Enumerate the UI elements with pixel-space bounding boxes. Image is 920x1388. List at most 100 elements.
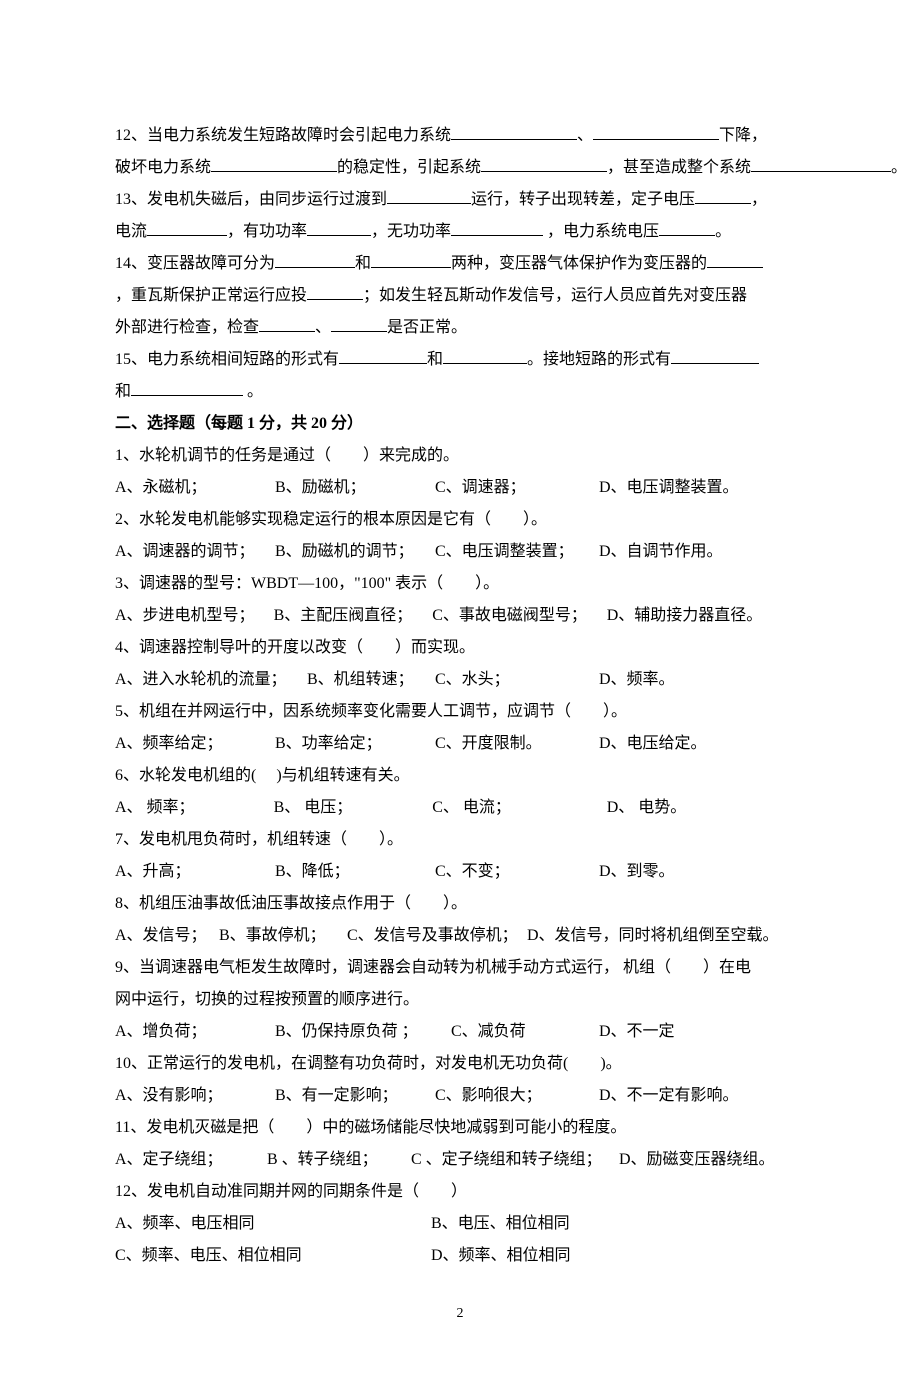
mcq-option: B、仍保持原负荷 ； (275, 1016, 451, 1048)
mcq-option: B、励磁机的调节； (275, 536, 435, 568)
q13-l2-blank2 (307, 218, 371, 236)
q15-part1: 15、电力系统相间短路的形式有 (115, 351, 339, 368)
mcq-option: A、调速器的调节； (115, 536, 275, 568)
mcq-option: C、频率、电压、相位相同 (115, 1240, 431, 1272)
q13-l2-part2: ，有功功率 (227, 223, 307, 240)
q14-l3-part3: 是否正常。 (387, 319, 467, 336)
q12-line1: 12、当电力系统发生短路故障时会引起电力系统、下降， (115, 120, 805, 152)
q14-l2-blank1 (307, 282, 363, 300)
q14-line2: ，重瓦斯保护正常运行应投 ；如发生轻瓦斯动作发信号，运行人员应首先对变压器 (115, 280, 805, 312)
q12-line2: 破坏电力系统的稳定性，引起系统，甚至造成整个系统。 (115, 152, 805, 184)
mcq-option: C、减负荷 (451, 1016, 599, 1048)
mcq-option: C、 电流； (432, 792, 606, 824)
mcq-option-row: A、频率、电压相同B、电压、相位相同 (115, 1208, 805, 1240)
mcq-option: D、电压给定。 (599, 728, 799, 760)
mcq-option-row: A、定子绕组；B 、转子绕组；C 、定子绕组和转子绕组；D、励磁变压器绕组。 (115, 1144, 805, 1176)
page-number: 2 (115, 1300, 805, 1328)
mcq-option: D、辅助接力器直径。 (607, 600, 805, 632)
mcq-option: C、影响很大； (435, 1080, 599, 1112)
mcq-option-row: A、永磁机；B、励磁机；C、调速器；D、电压调整装置。 (115, 472, 805, 504)
mcq-option: B、有一定影响； (275, 1080, 435, 1112)
q13-l2-blank4 (659, 218, 715, 236)
mcq-option: C、调速器； (435, 472, 599, 504)
mcq-option: B、励磁机； (275, 472, 435, 504)
mcq-option: B、主配压阀直径； (274, 600, 433, 632)
mcq-option: D、频率、相位相同 (431, 1240, 731, 1272)
mcq-option: A、增负荷； (115, 1016, 275, 1048)
q13-l2-blank1 (147, 218, 227, 236)
q12-l2-part3: ，甚至造成整个系统 (607, 159, 751, 176)
mcq-option: D、电压调整装置。 (599, 472, 799, 504)
mcq-option: A、进入水轮机的流量； (115, 664, 307, 696)
q13-part1: 13、发电机失磁后，由同步运行过渡到 (115, 191, 387, 208)
q14-line3: 外部进行检查，检查 、 是否正常。 (115, 312, 805, 344)
q12-l2-part4: 。 (891, 159, 907, 176)
q12-l2-blank2 (481, 154, 607, 172)
q12-part1: 12、当电力系统发生短路故障时会引起电力系统 (115, 127, 451, 144)
mcq-stem: 9、当调速器电气柜发生故障时，调速器会自动转为机械手动方式运行， 机组（ ）在电 (115, 952, 805, 984)
mcq-option: B 、转子绕组； (267, 1144, 411, 1176)
q14-l3-part2: 、 (315, 319, 331, 336)
q13-part2: 运行，转子出现转差，定子电压 (471, 191, 695, 208)
q14-blank2 (371, 250, 451, 268)
mcq-option-row: A、升高；B、降低；C、不变；D、到零。 (115, 856, 805, 888)
q15-line2: 和 。 (115, 376, 805, 408)
mcq-option: C、事故电磁阀型号； (432, 600, 606, 632)
mcq-option: B、 电压； (274, 792, 433, 824)
q12-part2: 、 (577, 127, 593, 144)
section-title-mcq: 二、选择题（每题 1 分，共 20 分） (115, 408, 805, 440)
q13-l2-part3: ，无功功率 (371, 223, 451, 240)
mcq-stem: 6、水轮发电机组的( )与机组转速有关。 (115, 760, 805, 792)
mcq-stem: 4、调速器控制导叶的开度以改变（ ）而实现。 (115, 632, 805, 664)
q13-part3: ， (751, 191, 767, 208)
mcq-stem: 12、发电机自动准同期并网的同期条件是（ ） (115, 1176, 805, 1208)
mcq-stem: 7、发电机甩负荷时，机组转速（ ）。 (115, 824, 805, 856)
mcq-stem: 11、发电机灭磁是把（ ）中的磁场储能尽快地减弱到可能小的程度。 (115, 1112, 805, 1144)
mcq-option: D、到零。 (599, 856, 799, 888)
mcq-option: D、发信号，同时将机组倒至空载。 (527, 920, 787, 952)
mcq-option: C、电压调整装置； (435, 536, 599, 568)
mcq-option: C、发信号及事故停机； (347, 920, 527, 952)
q15-l2-part2: 。 (243, 383, 263, 400)
q14-l3-blank1 (259, 314, 315, 332)
mcq-container: 1、水轮机调节的任务是通过（ ）来完成的。A、永磁机；B、励磁机；C、调速器；D… (115, 440, 805, 1272)
q14-l2-part1: ，重瓦斯保护正常运行应投 (115, 287, 307, 304)
mcq-option: A、频率给定； (115, 728, 275, 760)
mcq-stem: 10、正常运行的发电机，在调整有功负荷时，对发电机无功负荷( )。 (115, 1048, 805, 1080)
mcq-option-row: A、增负荷；B、仍保持原负荷 ；C、减负荷D、不一定 (115, 1016, 805, 1048)
mcq-stem: 5、机组在并网运行中，因系统频率变化需要人工调节，应调节（ ）。 (115, 696, 805, 728)
q15-blank2 (443, 346, 527, 364)
q14-l2-part2: ；如发生轻瓦斯动作发信号，运行人员应首先对变压器 (363, 287, 747, 304)
mcq-option-row: C、频率、电压、相位相同D、频率、相位相同 (115, 1240, 805, 1272)
mcq-option: B、事故停机； (219, 920, 347, 952)
mcq-option: D、自调节作用。 (599, 536, 799, 568)
q13-l2-blank3 (451, 218, 543, 236)
q12-blank1 (451, 122, 577, 140)
mcq-option: A、步进电机型号； (115, 600, 274, 632)
mcq-option: C 、定子绕组和转子绕组； (411, 1144, 619, 1176)
mcq-stem: 2、水轮发电机能够实现稳定运行的根本原因是它有（ ）。 (115, 504, 805, 536)
mcq-option: A、没有影响； (115, 1080, 275, 1112)
mcq-stem: 1、水轮机调节的任务是通过（ ）来完成的。 (115, 440, 805, 472)
mcq-option: A、 频率； (115, 792, 274, 824)
mcq-option-row: A、频率给定；B、功率给定；C、开度限制。D、电压给定。 (115, 728, 805, 760)
q14-part1: 14、变压器故障可分为 (115, 255, 275, 272)
q15-l2-blank1 (131, 378, 243, 396)
q13-line1: 13、发电机失磁后，由同步运行过渡到 运行，转子出现转差，定子电压 ， (115, 184, 805, 216)
mcq-option: B、电压、相位相同 (431, 1208, 731, 1240)
q14-l3-blank2 (331, 314, 387, 332)
mcq-stem-cont: 网中运行，切换的过程按预置的顺序进行。 (115, 984, 805, 1016)
mcq-option-row: A、进入水轮机的流量；B、机组转速；C、水头；D、频率。 (115, 664, 805, 696)
mcq-option: A、发信号； (115, 920, 219, 952)
q15-blank3 (671, 346, 759, 364)
q13-l2-part1: 电流 (115, 223, 147, 240)
q15-l2-part1: 和 (115, 383, 131, 400)
mcq-option: A、永磁机； (115, 472, 275, 504)
q14-blank1 (275, 250, 355, 268)
mcq-option-row: A、没有影响；B、有一定影响；C、影响很大；D、不一定有影响。 (115, 1080, 805, 1112)
q14-l3-part1: 外部进行检查，检查 (115, 319, 259, 336)
q14-blank3 (707, 250, 763, 268)
mcq-option: D、不一定有影响。 (599, 1080, 799, 1112)
mcq-option: A、频率、电压相同 (115, 1208, 431, 1240)
mcq-option: B、机组转速； (307, 664, 435, 696)
